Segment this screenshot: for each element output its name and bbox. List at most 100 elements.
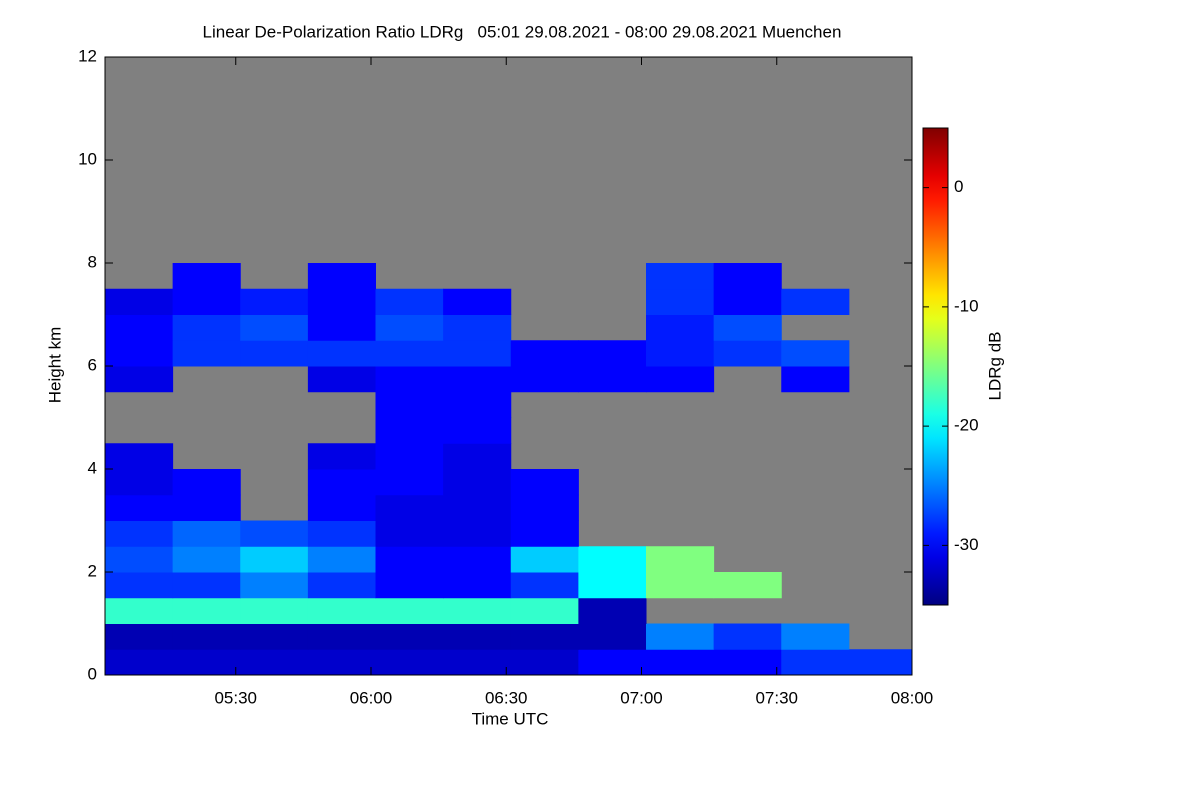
- heatmap-cell: [240, 546, 309, 573]
- heatmap-cell: [713, 314, 782, 341]
- heatmap-cell: [781, 649, 850, 676]
- heatmap-cell: [307, 494, 377, 521]
- heatmap-cell: [375, 546, 444, 573]
- heatmap-cell: [172, 314, 241, 341]
- heatmap-cell: [105, 623, 174, 650]
- heatmap-cell: [307, 469, 377, 496]
- colorbar: [922, 127, 949, 606]
- heatmap-cell: [105, 546, 174, 573]
- x-tick-label: 08:00: [891, 688, 934, 707]
- heatmap-cell: [375, 340, 444, 367]
- heatmap-cell: [375, 572, 444, 599]
- heatmap-cell: [307, 597, 377, 624]
- x-tick-label: 07:30: [755, 688, 798, 707]
- heatmap-cell: [105, 314, 174, 341]
- heatmap-cell: [510, 494, 579, 521]
- heatmap-cell: [443, 546, 512, 573]
- heatmap-cell: [105, 443, 174, 470]
- heatmap-cell: [375, 469, 444, 496]
- heatmap-cell: [646, 649, 715, 676]
- heatmap-cell: [443, 649, 512, 676]
- heatmap-cell: [781, 340, 850, 367]
- colorbar-tick-label: -20: [954, 416, 979, 435]
- heatmap-cell: [578, 546, 647, 573]
- heatmap-cell: [646, 366, 715, 393]
- colorbar-title: LDRg dB: [985, 332, 1004, 401]
- heatmap-cell: [510, 572, 579, 599]
- heatmap-cell: [578, 623, 647, 650]
- heatmap-cell: [443, 572, 512, 599]
- y-tick-label: 4: [88, 458, 97, 477]
- heatmap-cell: [443, 314, 512, 341]
- heatmap-cell: [443, 520, 512, 547]
- x-tick-label: 06:00: [350, 688, 393, 707]
- heatmap-cell: [375, 443, 444, 470]
- x-tick-label: 07:00: [620, 688, 663, 707]
- heatmap-cell: [781, 623, 850, 650]
- heatmap-cell: [375, 391, 444, 418]
- heatmap-cell: [578, 366, 647, 393]
- heatmap-cell: [240, 597, 309, 624]
- colorbar-tick-label: -30: [954, 535, 979, 554]
- heatmap-cell: [172, 263, 241, 290]
- heatmap-cell: [172, 572, 241, 599]
- y-tick-label: 10: [78, 149, 97, 168]
- heatmap-cell: [375, 288, 444, 315]
- heatmap-cell: [172, 597, 241, 624]
- heatmap-cell: [105, 494, 174, 521]
- heatmap-cell: [307, 623, 377, 650]
- heatmap-cell: [510, 366, 579, 393]
- y-tick-label: 6: [88, 355, 97, 374]
- heatmap-cell: [578, 649, 647, 676]
- heatmap-cell: [443, 366, 512, 393]
- y-tick-label: 0: [88, 664, 97, 683]
- heatmap-cell: [105, 649, 174, 676]
- heatmap-cell: [240, 623, 309, 650]
- heatmap-cell: [781, 366, 850, 393]
- y-tick-label: 2: [88, 561, 97, 580]
- heatmap-cell: [646, 546, 715, 573]
- heatmap-cell: [443, 623, 512, 650]
- colorbar-tick-label: 0: [954, 177, 963, 196]
- heatmap-cell: [105, 340, 174, 367]
- heatmap-cell: [307, 572, 377, 599]
- heatmap-cell: [510, 649, 579, 676]
- heatmap-cell: [240, 520, 309, 547]
- heatmap-cell: [443, 443, 512, 470]
- y-axis-title: Height km: [45, 327, 64, 404]
- heatmap-cell: [172, 469, 241, 496]
- heatmap-cell: [105, 597, 174, 624]
- heatmap-cell: [307, 649, 377, 676]
- heatmap-cell: [578, 340, 647, 367]
- heatmap-cell: [307, 520, 377, 547]
- colorbar-tick-label: -10: [954, 296, 979, 315]
- heatmap-cell: [172, 520, 241, 547]
- heatmap-cell: [781, 288, 850, 315]
- heatmap-cell: [646, 623, 715, 650]
- x-tick-label: 06:30: [485, 688, 528, 707]
- y-tick-label: 12: [78, 46, 97, 65]
- heatmap-cell: [443, 417, 512, 444]
- heatmap-cell: [240, 340, 309, 367]
- heatmap-cell: [307, 314, 377, 341]
- heatmap-cell: [510, 469, 579, 496]
- chart-title: Linear De-Polarization Ratio LDRg 05:01 …: [203, 22, 842, 41]
- heatmap-cell: [240, 572, 309, 599]
- heatmap-cell: [443, 391, 512, 418]
- heatmap-cell: [713, 623, 782, 650]
- heatmap-cell: [105, 572, 174, 599]
- heatmap-cell: [240, 649, 309, 676]
- y-tick-label: 8: [88, 252, 97, 271]
- heatmap-cell: [713, 288, 782, 315]
- heatmap-cell: [713, 340, 782, 367]
- heatmap-cell: [443, 494, 512, 521]
- heatmap-cell: [375, 649, 444, 676]
- heatmap-cell: [443, 340, 512, 367]
- heatmap-cell: [172, 494, 241, 521]
- heatmap-cell: [172, 340, 241, 367]
- heatmap-cell: [848, 649, 913, 676]
- heatmap-cell: [713, 263, 782, 290]
- heatmap-cell: [510, 623, 579, 650]
- heatmap-cell: [172, 649, 241, 676]
